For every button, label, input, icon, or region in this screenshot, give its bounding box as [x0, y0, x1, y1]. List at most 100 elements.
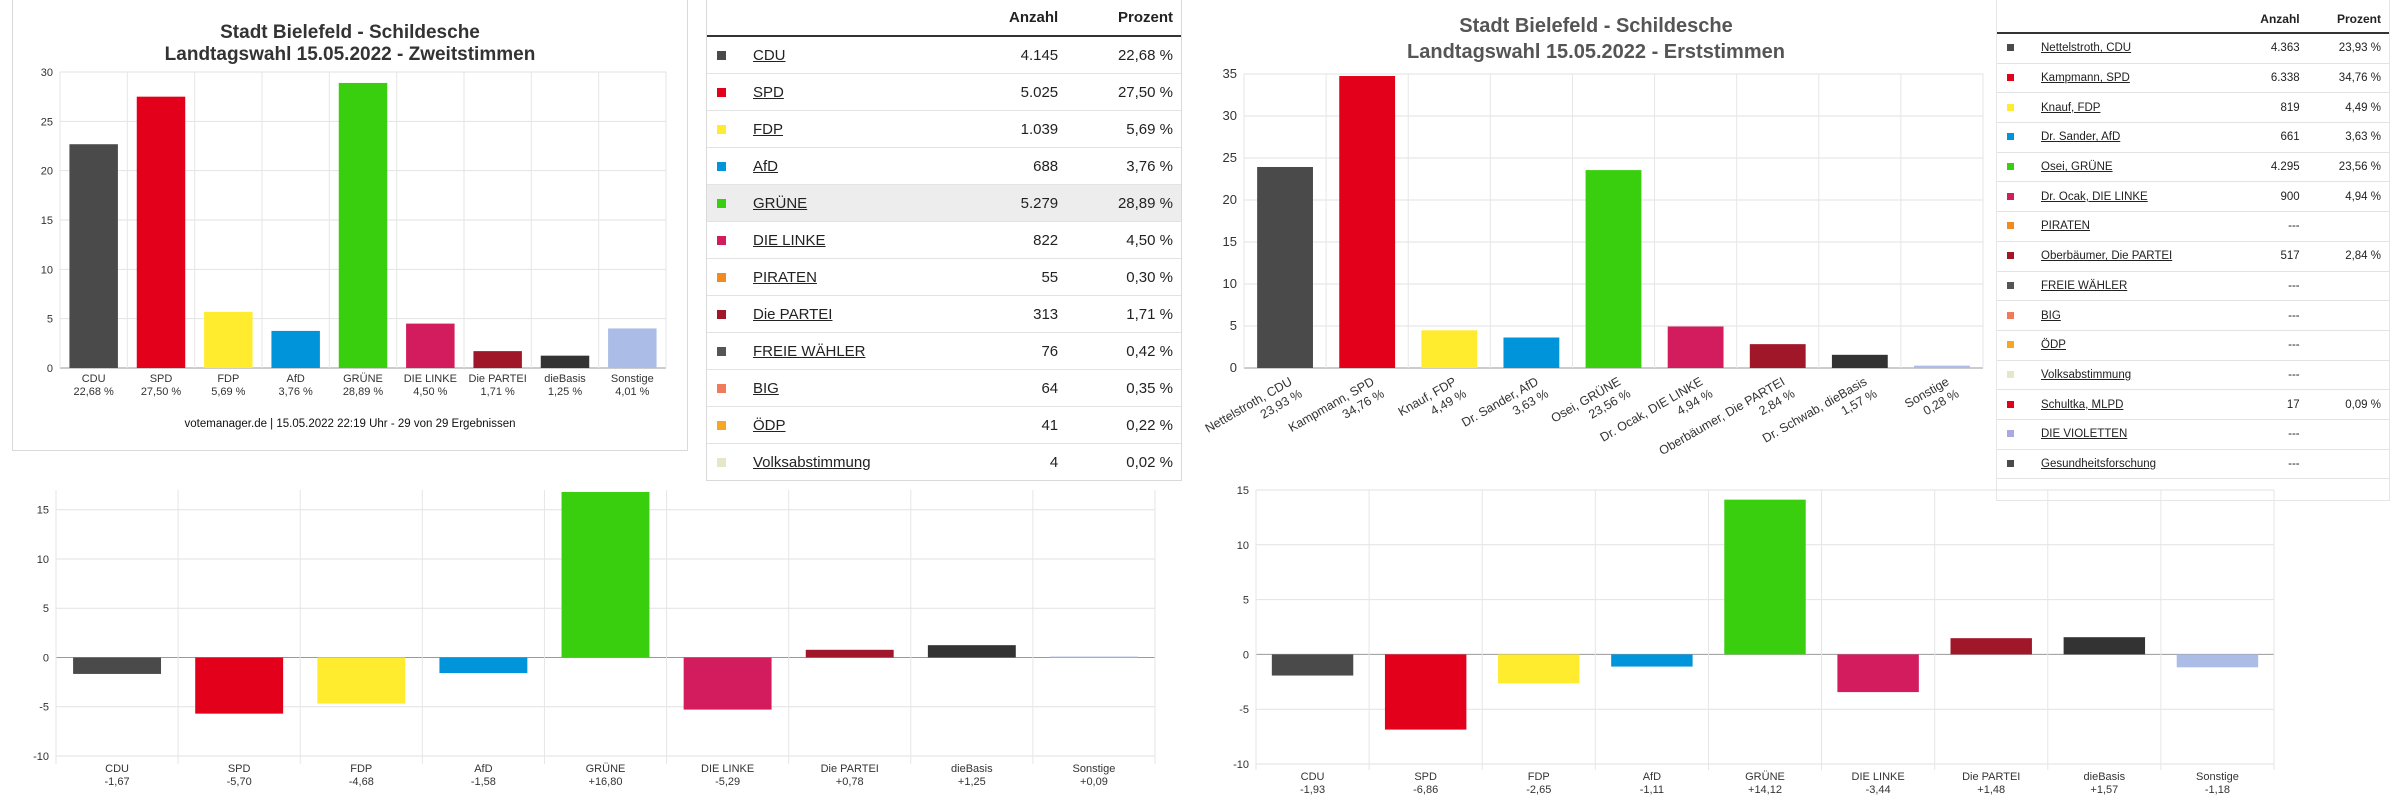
table-row[interactable]: ÖDP 41 0,22 %: [707, 406, 1181, 444]
table-row[interactable]: Oberbäumer, Die PARTEI 517 2,84 %: [1997, 241, 2389, 272]
table-row[interactable]: Schultka, MLPD 17 0,09 %: [1997, 389, 2389, 420]
bar-sonstige[interactable]: [1049, 656, 1138, 658]
y-tick-label: 5: [1243, 595, 1249, 607]
bar-cdu[interactable]: [69, 144, 118, 368]
bar-spd[interactable]: [1384, 654, 1467, 730]
table-row[interactable]: FREIE WÄHLER ---: [1997, 271, 2389, 302]
bar-grüne[interactable]: [561, 491, 650, 658]
zweitstimmen-chart: Stadt Bielefeld - Schildesche Landtagswa…: [41, 22, 667, 430]
table-row[interactable]: PIRATEN 55 0,30 %: [707, 258, 1181, 296]
party-link[interactable]: CDU: [753, 46, 786, 64]
table-row[interactable]: Gesundheitsforschung ---: [1997, 449, 2389, 480]
party-link[interactable]: Knauf, FDP: [2041, 101, 2101, 114]
zweitstimmen-change-chart: -10 -5 0 5 10 15 CDU-1,67 SPD-5,70 FDP-4,68 AfD-1…: [33, 490, 1156, 788]
bar-die-partei[interactable]: [805, 649, 894, 658]
bar-spd[interactable]: [195, 657, 284, 714]
bar-die-linke[interactable]: [683, 657, 772, 710]
table-row[interactable]: PIRATEN ---: [1997, 211, 2389, 242]
bar-kampmann-spd[interactable]: [1339, 76, 1396, 369]
party-link[interactable]: ÖDP: [2041, 339, 2066, 352]
bar-dr-schwab-diebasis[interactable]: [1831, 354, 1888, 368]
bar-die-partei[interactable]: [473, 351, 522, 368]
table-row[interactable]: Kampmann, SPD 6.338 34,76 %: [1997, 63, 2389, 94]
bar-sonstige[interactable]: [608, 328, 657, 368]
bar-die-partei[interactable]: [1950, 638, 2032, 655]
party-link[interactable]: DIE VIOLETTEN: [2041, 428, 2128, 441]
party-link[interactable]: Die PARTEI: [753, 305, 833, 323]
bar-die-linke[interactable]: [1837, 654, 1919, 693]
table-row[interactable]: DIE VIOLETTEN ---: [1997, 419, 2389, 450]
party-link[interactable]: Volksabstimmung: [753, 453, 871, 471]
bar-diebasis[interactable]: [927, 645, 1016, 658]
bar-afd[interactable]: [1611, 654, 1693, 667]
bar-cdu[interactable]: [1271, 654, 1354, 676]
bar-cdu[interactable]: [73, 657, 162, 674]
bar-oberbäumer-die-partei[interactable]: [1749, 344, 1806, 368]
bar-diebasis[interactable]: [2063, 637, 2146, 655]
table-row[interactable]: BIG 64 0,35 %: [707, 369, 1181, 407]
table-row[interactable]: SPD 5.025 27,50 %: [707, 73, 1181, 111]
table-row[interactable]: Volksabstimmung ---: [1997, 360, 2389, 391]
bar-die-linke[interactable]: [406, 323, 455, 368]
y-tick-label: 25: [41, 116, 53, 128]
bar-knauf-fdp[interactable]: [1421, 330, 1478, 368]
table-row[interactable]: Knauf, FDP 819 4,49 %: [1997, 92, 2389, 124]
party-link[interactable]: Nettelstroth, CDU: [2041, 42, 2132, 55]
table-row[interactable]: BIG ---: [1997, 300, 2389, 331]
percent-cell: [2307, 360, 2389, 391]
bar-sonstige[interactable]: [1914, 365, 1970, 368]
party-link[interactable]: BIG: [753, 379, 779, 397]
table-row[interactable]: FREIE WÄHLER 76 0,42 %: [707, 332, 1181, 370]
party-link[interactable]: Osei, GRÜNE: [2041, 161, 2113, 174]
party-link[interactable]: Oberbäumer, Die PARTEI: [2041, 250, 2173, 263]
table-row[interactable]: DIE LINKE 822 4,50 %: [707, 221, 1181, 259]
bar-afd[interactable]: [271, 330, 320, 368]
bar-spd[interactable]: [136, 96, 186, 369]
bar-osei-grüne[interactable]: [1585, 170, 1642, 368]
party-link[interactable]: Gesundheitsforschung: [2041, 457, 2157, 470]
bar-nettelstroth-cdu[interactable]: [1257, 166, 1313, 368]
table-row[interactable]: Die PARTEI 313 1,71 %: [707, 295, 1181, 333]
table-row[interactable]: FDP 1.039 5,69 %: [707, 110, 1181, 148]
party-link[interactable]: FDP: [753, 120, 783, 138]
party-link[interactable]: DIE LINKE: [753, 231, 826, 249]
bar-fdp[interactable]: [317, 657, 406, 704]
bar-dr-sander-afd[interactable]: [1503, 337, 1560, 368]
bar-diebasis[interactable]: [540, 355, 590, 368]
party-link[interactable]: Schultka, MLPD: [2041, 398, 2124, 411]
percent-cell: 22,68 %: [1066, 36, 1181, 74]
party-link[interactable]: Kampmann, SPD: [2041, 72, 2130, 85]
bar-afd[interactable]: [439, 657, 528, 674]
percent-cell: 0,30 %: [1066, 258, 1181, 296]
table-row[interactable]: Volksabstimmung 4 0,02 %: [707, 443, 1181, 480]
bar-grüne[interactable]: [1724, 499, 1806, 655]
table-row[interactable]: Nettelstroth, CDU 4.363 23,93 %: [1997, 33, 2389, 64]
party-link[interactable]: Dr. Ocak, DIE LINKE: [2041, 190, 2148, 203]
color-swatch: [2007, 281, 2014, 289]
party-link[interactable]: BIG: [2041, 309, 2061, 322]
party-link[interactable]: FREIE WÄHLER: [2041, 279, 2128, 292]
party-link[interactable]: Volksabstimmung: [2041, 368, 2132, 381]
party-link[interactable]: AfD: [753, 157, 779, 175]
table-row[interactable]: Dr. Ocak, DIE LINKE 900 4,94 %: [1997, 181, 2389, 213]
table-row[interactable]: AfD 688 3,76 %: [707, 147, 1181, 185]
table-row[interactable]: Osei, GRÜNE 4.295 23,56 %: [1997, 152, 2389, 183]
table-row[interactable]: Dr. Sander, AfD 661 3,63 %: [1997, 122, 2389, 153]
party-link[interactable]: ÖDP: [753, 416, 786, 434]
bar-fdp[interactable]: [1498, 654, 1580, 684]
party-link[interactable]: Dr. Sander, AfD: [2041, 131, 2121, 144]
color-swatch-cell: [1997, 271, 2033, 302]
data-label: -6,86: [1413, 784, 1438, 796]
table-row[interactable]: GRÜNE 5.279 28,89 %: [707, 184, 1181, 222]
bar-sonstige[interactable]: [2176, 654, 2259, 668]
party-link[interactable]: SPD: [753, 83, 784, 101]
party-link[interactable]: PIRATEN: [2041, 220, 2090, 233]
bar-grüne[interactable]: [338, 82, 388, 369]
party-link[interactable]: GRÜNE: [753, 194, 808, 212]
bar-fdp[interactable]: [204, 311, 253, 368]
party-link[interactable]: PIRATEN: [753, 268, 817, 286]
table-row[interactable]: CDU 4.145 22,68 %: [707, 36, 1181, 74]
party-link[interactable]: FREIE WÄHLER: [753, 342, 866, 360]
table-row[interactable]: ÖDP ---: [1997, 330, 2389, 361]
bar-dr-ocak-die-linke[interactable]: [1667, 326, 1724, 368]
